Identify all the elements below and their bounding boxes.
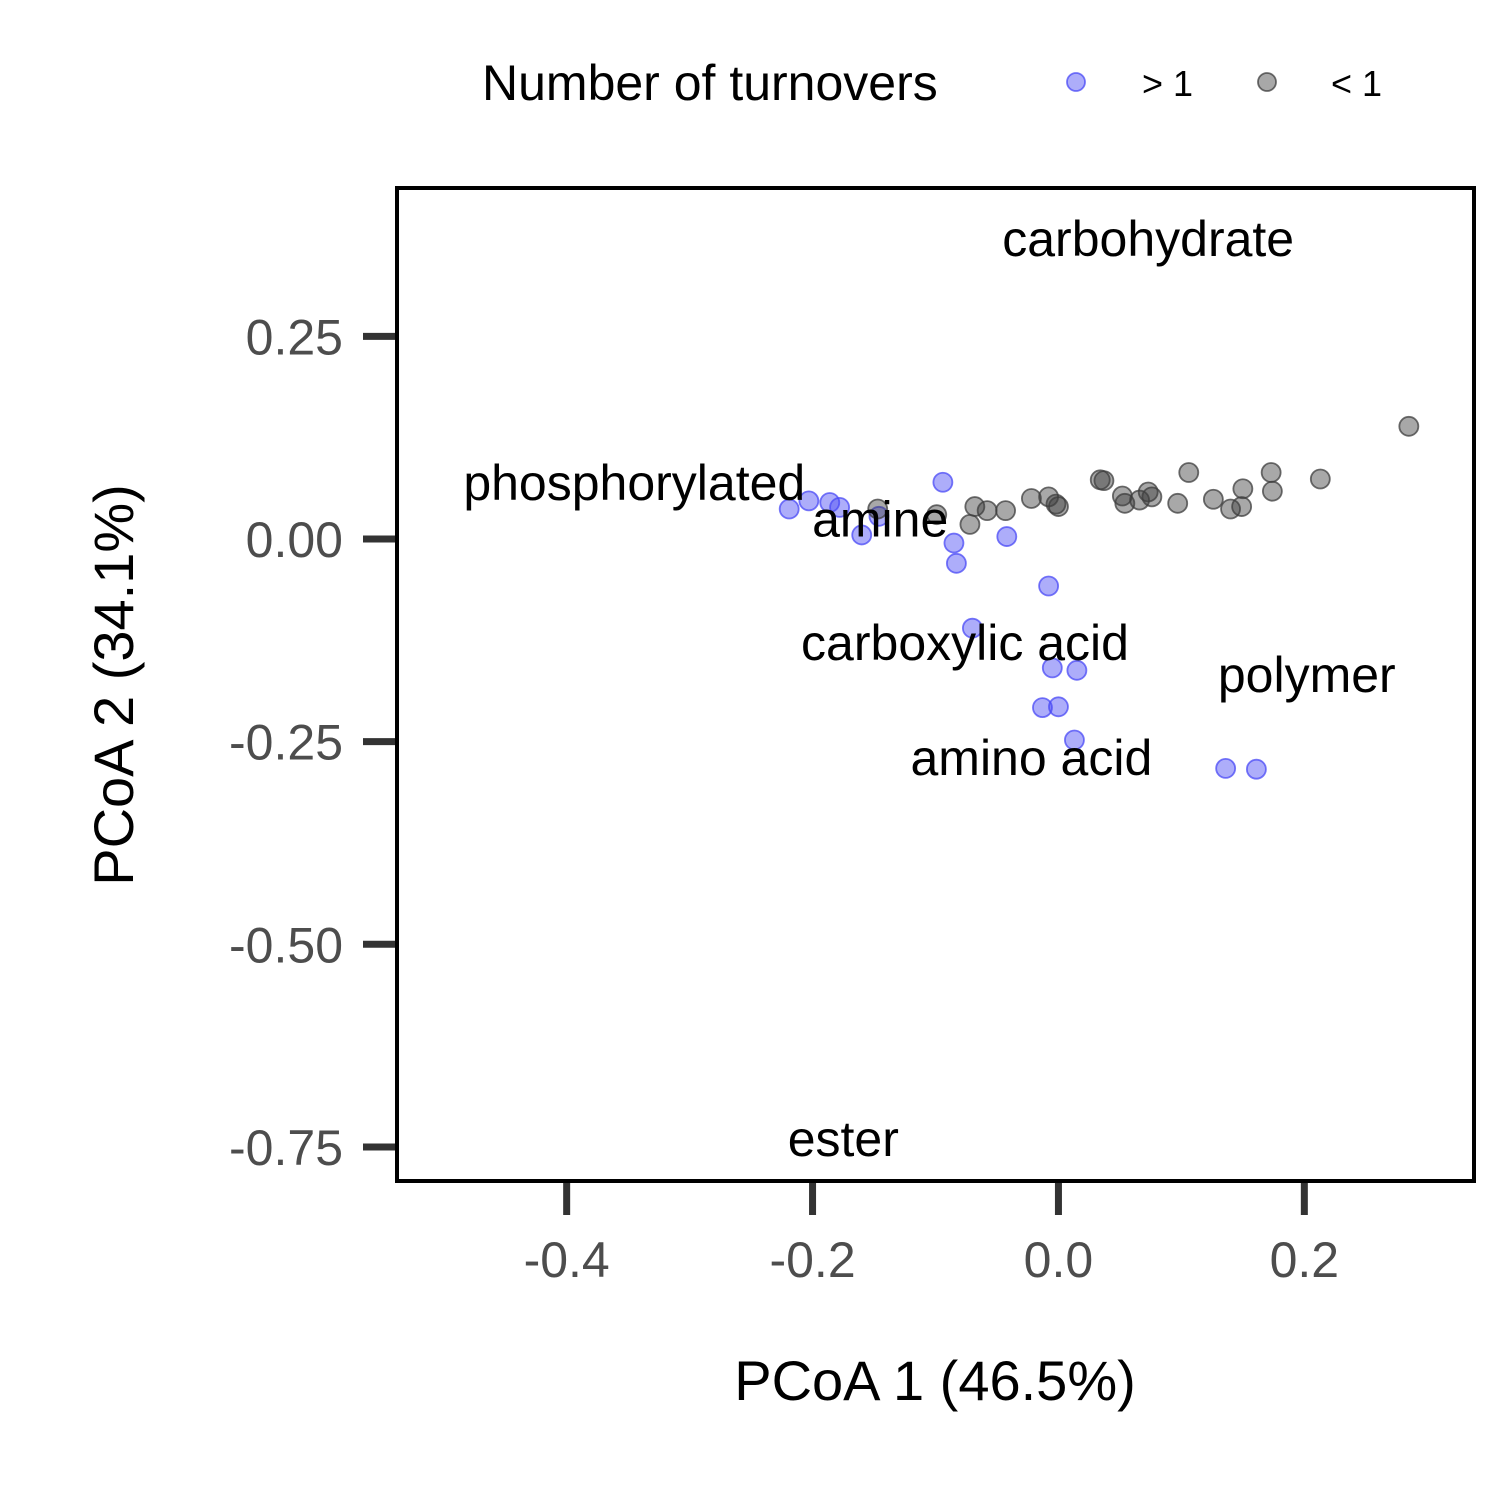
- data-point-series-1: [1041, 657, 1063, 679]
- data-point-series-1: [1048, 696, 1069, 718]
- data-point-series-2: [1141, 486, 1163, 508]
- data-point-series-2: [1202, 488, 1224, 510]
- data-point-series-2: [964, 496, 986, 517]
- x-axis-title: PCoA 1 (46.5%): [734, 1349, 1136, 1412]
- data-point-series-2: [1231, 496, 1253, 517]
- y-tick-label: -0.25: [229, 715, 343, 771]
- legend: Number of turnovers > 1 < 1: [482, 55, 1382, 111]
- data-point-series-1: [946, 552, 967, 574]
- annotation-label: amine: [812, 492, 948, 548]
- data-point-series-1: [1032, 697, 1053, 719]
- data-point-series-2: [1309, 468, 1331, 490]
- data-point-series-1: [961, 617, 983, 639]
- data-point-series-2: [1178, 462, 1200, 483]
- legend-marker-gt1: [1066, 72, 1086, 92]
- legend-title: Number of turnovers: [482, 55, 938, 111]
- data-points: [778, 415, 1420, 780]
- data-point-series-1: [778, 498, 800, 520]
- data-point-series-2: [926, 504, 948, 526]
- y-tick-label: -0.50: [229, 917, 343, 973]
- data-point-series-2: [995, 500, 1016, 522]
- plot-panel-border: [395, 186, 1476, 1183]
- data-point-series-2: [1261, 480, 1283, 502]
- data-point-series-1: [1066, 659, 1088, 681]
- annotation-label: ester: [788, 1111, 899, 1167]
- annotation-label: carbohydrate: [1002, 211, 1294, 267]
- data-point-series-2: [976, 500, 998, 522]
- annotation-label: amino acid: [910, 730, 1152, 786]
- data-point-series-2: [867, 498, 889, 520]
- data-point-series-2: [1398, 415, 1420, 437]
- legend-label-lt1: < 1: [1331, 63, 1382, 104]
- annotation-label: polymer: [1218, 647, 1396, 703]
- data-point-series-2: [1020, 488, 1042, 509]
- data-point-series-2: [1093, 470, 1115, 492]
- data-point-series-2: [1260, 462, 1282, 483]
- data-point-series-1: [1245, 758, 1267, 780]
- axes: -0.4 -0.2 0.0 0.2 0.25 0.00 -0.25 -0.50 -0.75: [229, 309, 1339, 1288]
- data-point-series-1: [868, 505, 890, 527]
- data-point-series-1: [1215, 757, 1237, 779]
- y-tick-label: 0.00: [246, 512, 343, 568]
- data-point-series-1: [851, 524, 873, 546]
- x-tick-label: 0.2: [1270, 1232, 1340, 1288]
- y-tick-label: -0.75: [229, 1120, 343, 1176]
- data-point-series-1: [1064, 729, 1085, 751]
- data-point-series-1: [829, 496, 851, 518]
- data-point-series-2: [1048, 496, 1069, 517]
- data-point-series-1: [819, 492, 841, 513]
- y-tick-label: 0.25: [246, 309, 343, 365]
- x-tick-label: -0.4: [524, 1232, 610, 1288]
- x-tick-label: 0.0: [1024, 1232, 1094, 1288]
- data-point-series-2: [1232, 478, 1254, 500]
- annotation-label: phosphorylated: [463, 455, 805, 511]
- legend-marker-lt1: [1257, 72, 1277, 92]
- data-point-series-1: [943, 532, 965, 554]
- x-tick-label: -0.2: [769, 1232, 855, 1288]
- y-axis-title: PCoA 2 (34.1%): [82, 484, 145, 886]
- data-point-series-1: [1038, 575, 1060, 597]
- data-point-series-2: [959, 514, 981, 535]
- legend-label-gt1: > 1: [1142, 63, 1193, 104]
- data-point-series-1: [996, 526, 1018, 547]
- annotation-label: carboxylic acid: [801, 615, 1129, 671]
- data-point-series-1: [932, 471, 954, 493]
- data-point-series-1: [798, 490, 820, 512]
- data-point-series-2: [1167, 492, 1189, 514]
